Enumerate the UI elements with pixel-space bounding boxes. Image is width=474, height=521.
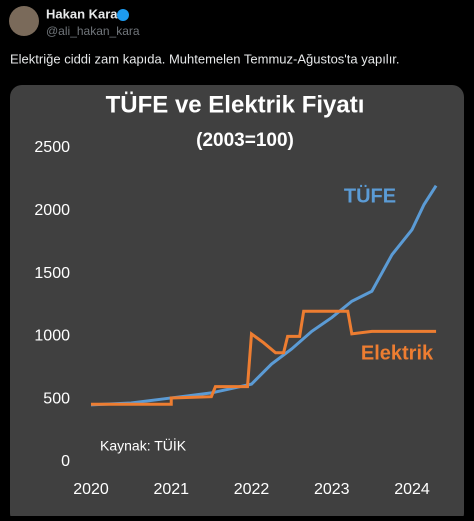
- x-tick-label: 2020: [73, 481, 109, 498]
- y-tick-label: 500: [43, 390, 70, 407]
- x-tick-label: 2023: [314, 481, 350, 498]
- tweet-text: Elektriğe ciddi zam kapıda. Muhtemelen T…: [10, 51, 400, 66]
- chart-image[interactable]: [10, 85, 464, 521]
- annotation: Kaynak: TÜİK: [100, 437, 187, 454]
- y-tick-label: 2000: [34, 202, 70, 219]
- series-label: TÜFE: [344, 184, 396, 207]
- chart-subtitle: (2003=100): [196, 130, 294, 151]
- series-line: [91, 309, 437, 406]
- author-name[interactable]: Hakan Kara: [46, 6, 118, 21]
- avatar[interactable]: [9, 6, 39, 36]
- y-tick-label: 2500: [34, 139, 70, 156]
- verified-badge: [117, 9, 129, 21]
- x-tick-label: 2021: [153, 481, 189, 498]
- y-tick-label: 0: [61, 453, 70, 470]
- y-tick-label: 1500: [34, 265, 70, 282]
- series-label: Elektrik: [361, 342, 434, 364]
- x-tick-label: 2022: [234, 481, 270, 498]
- chart-title: TÜFE ve Elektrik Fiyatı: [106, 91, 365, 118]
- x-tick-label: 2024: [394, 481, 430, 498]
- y-tick-label: 1000: [34, 328, 70, 345]
- author-handle[interactable]: @ali_hakan_kara: [46, 24, 140, 38]
